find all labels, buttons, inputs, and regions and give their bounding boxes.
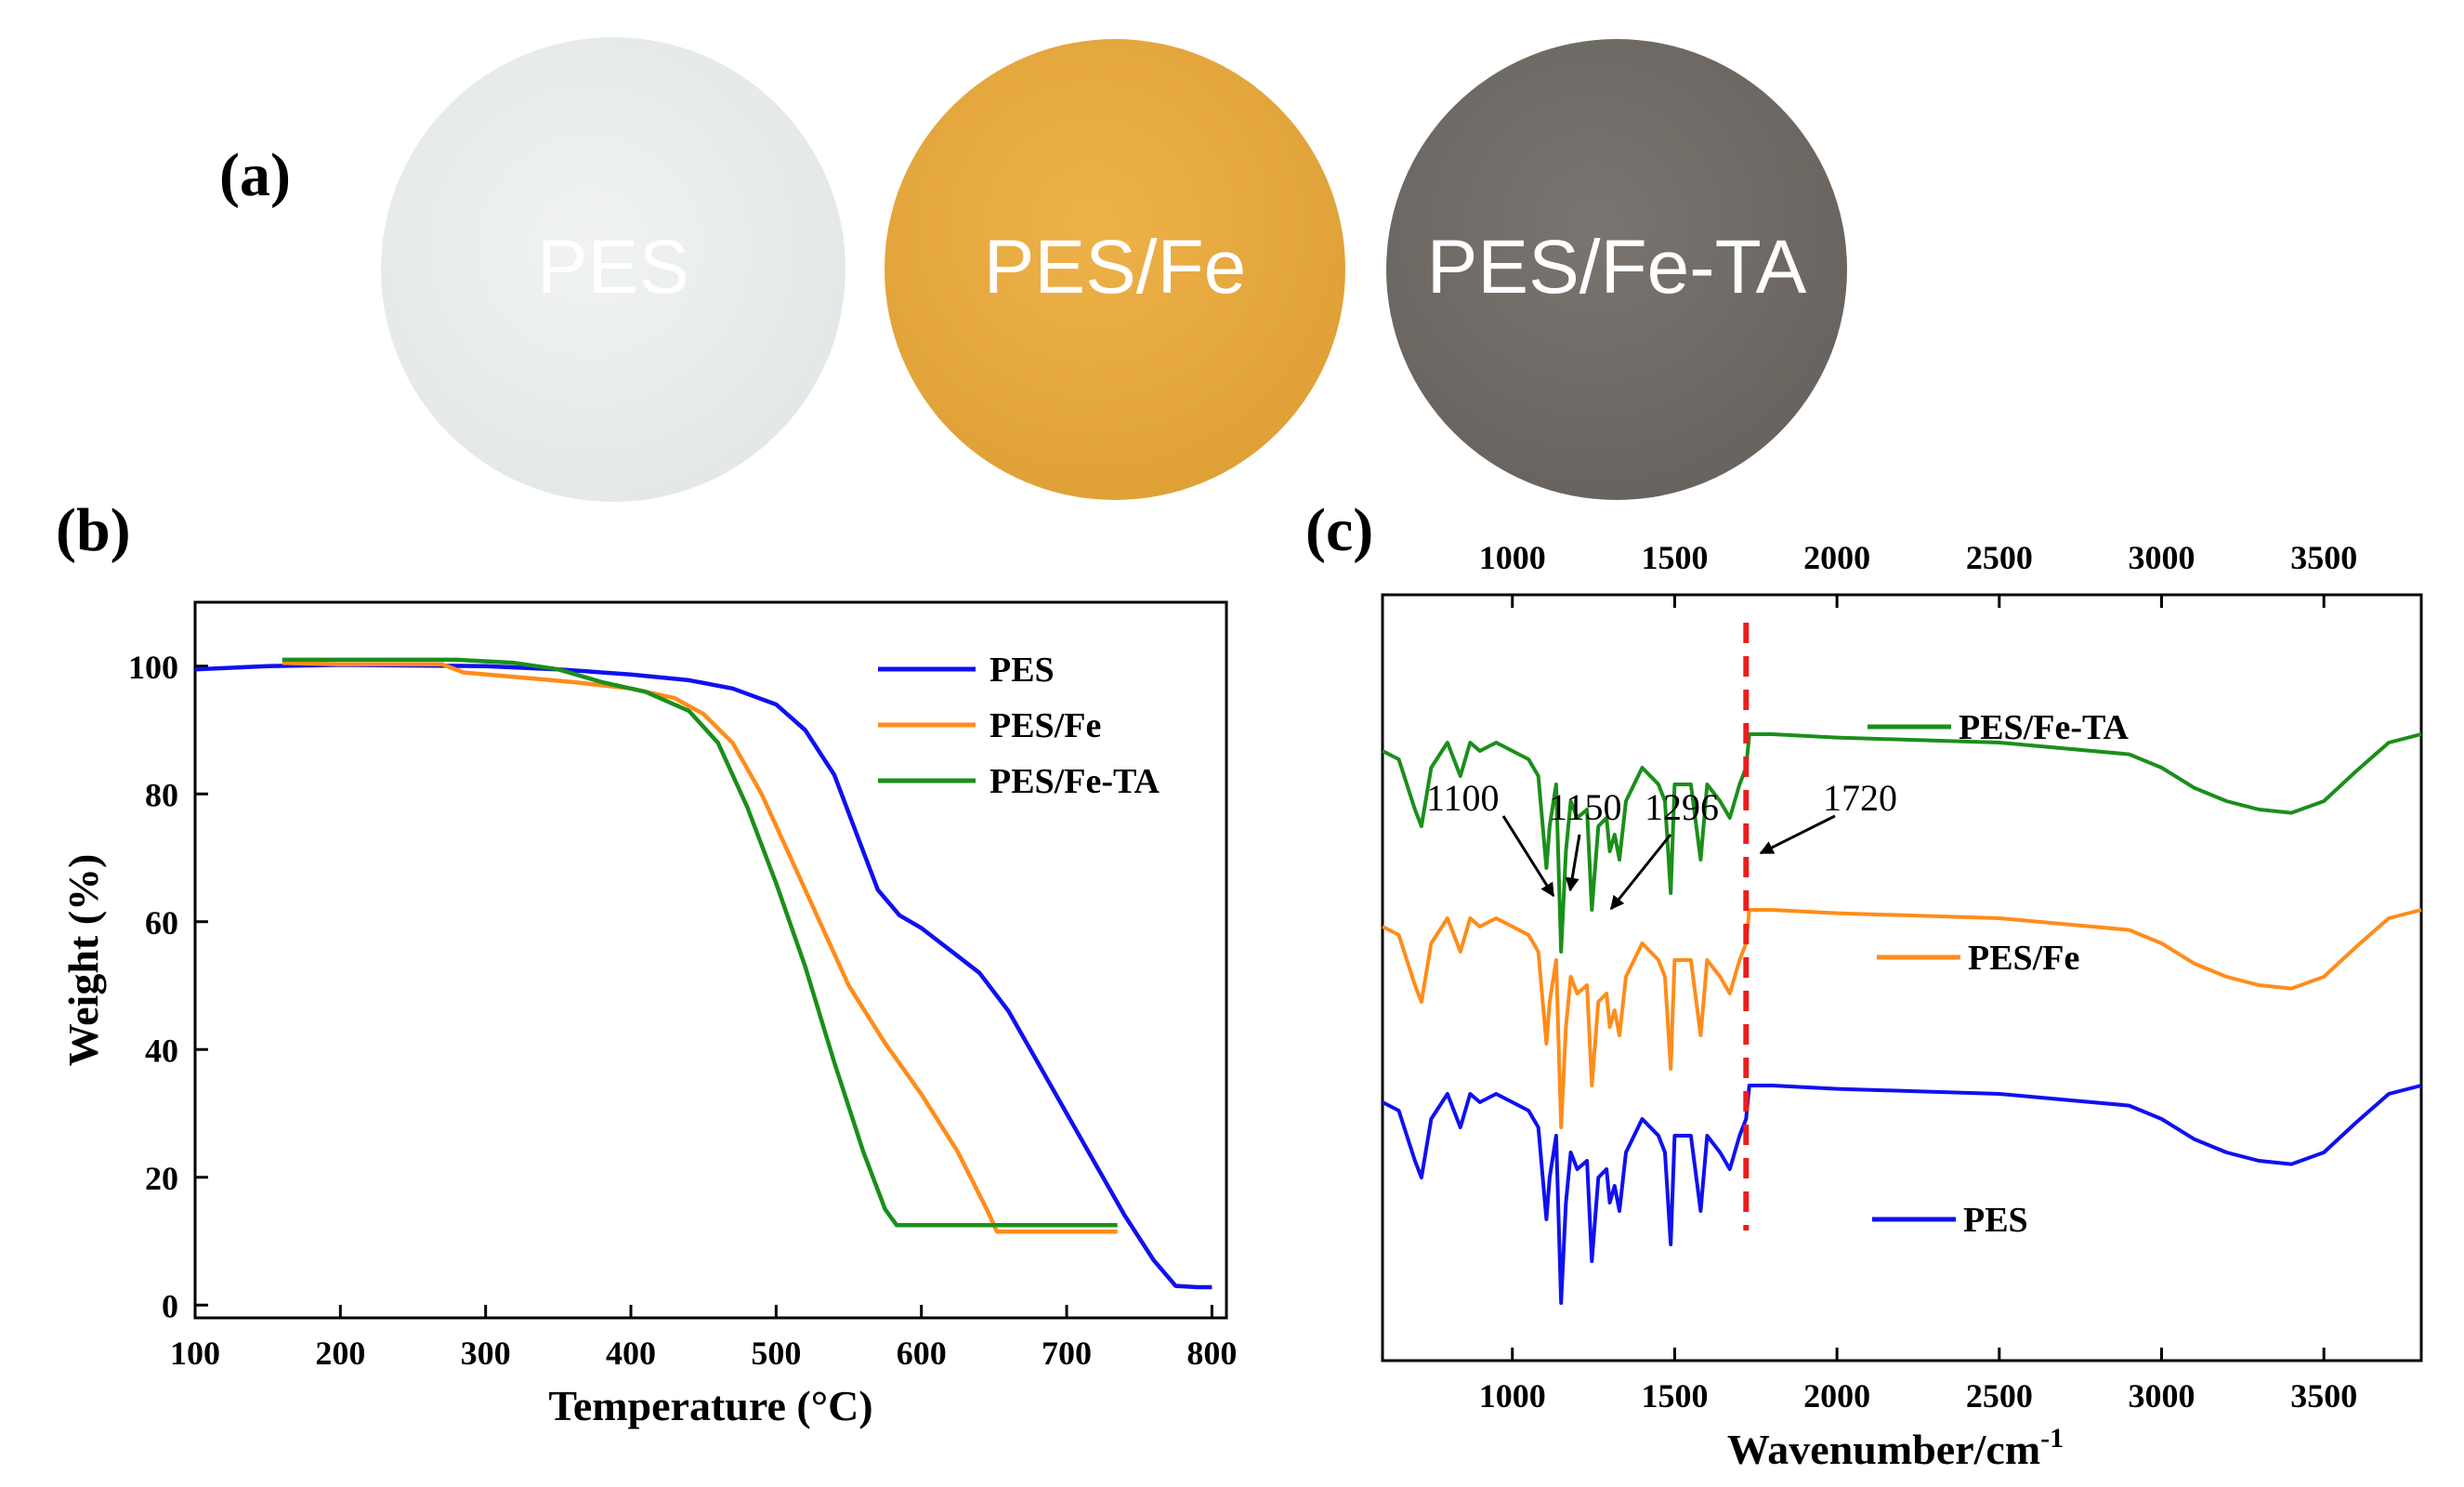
- ftir-top-tick-label: 2500: [1966, 539, 2033, 576]
- sample-pes-label: PES: [537, 225, 689, 309]
- ftir-top-tick-label: 3000: [2129, 539, 2195, 576]
- sample-pes-disc: [381, 37, 845, 502]
- ftir-annotation-label-1150: 1150: [1549, 786, 1622, 828]
- ftir-legend-label-pes-fe: PES/Fe: [1968, 939, 2079, 978]
- ftir-top-tick-label: 3500: [2290, 539, 2357, 576]
- sample-pes-fe-label: PES/Fe: [984, 225, 1247, 309]
- tga-legend-label-pes-fe: PES/Fe: [990, 706, 1101, 745]
- sample-pes-fe-disc: [885, 39, 1345, 500]
- panel-a-label: (a): [219, 141, 291, 209]
- ftir-chart: 1000 1000 1500 1500 2000 2000 2500 2500 3000 3000…: [1381, 539, 2423, 1473]
- ftir-series: [1382, 623, 2422, 1305]
- ftir-x-tick-label: 1000: [1479, 1377, 1546, 1415]
- tga-series-pes-fe-ta: [282, 657, 1118, 1228]
- ftir-x-tick-label: 2000: [1803, 1377, 1870, 1415]
- panel-b-label: (b): [56, 496, 131, 564]
- tga-y-tick-label: 0: [162, 1287, 178, 1324]
- ftir-annotation-label-1296: 1296: [1645, 786, 1719, 828]
- ftir-top-tick-label: 2000: [1803, 539, 1870, 576]
- tga-x-tick-label: 200: [315, 1335, 365, 1372]
- ftir-x-tick-label: 1500: [1641, 1377, 1708, 1415]
- ftir-series-pes-fe-ta: [1382, 732, 2422, 954]
- ftir-x-tick-label: 3000: [2129, 1377, 2195, 1415]
- tga-y-tick-label: 100: [128, 649, 178, 686]
- tga-axes: 100 200 300 400 500 600 700 800 0 20 40 60 80 100: [128, 649, 1237, 1372]
- tga-x-tick-label: 600: [897, 1335, 947, 1372]
- tga-y-tick-label: 60: [145, 904, 178, 941]
- tga-y-tick-label: 20: [145, 1160, 178, 1197]
- ftir-x-tick-label: 3500: [2290, 1377, 2357, 1415]
- tga-y-tick-label: 40: [145, 1032, 178, 1069]
- ftir-annotation-arrow-1296: [1609, 834, 1672, 911]
- ftir-legend-label-pes-fe-ta: PES/Fe-TA: [1959, 708, 2130, 747]
- ftir-annotation-arrow-1720: [1759, 814, 1836, 855]
- tga-x-tick-label: 300: [461, 1335, 511, 1372]
- sample-pes-fe: PES/Fe: [885, 39, 1345, 500]
- tga-legend: PES PES/Fe PES/Fe-TA: [878, 651, 1160, 801]
- tga-x-tick-label: 400: [606, 1335, 656, 1372]
- ftir-plot-frame: [1381, 593, 2423, 1362]
- panel-c-label: (c): [1305, 496, 1373, 564]
- ftir-top-tick-label: 1000: [1479, 539, 1546, 576]
- ftir-top-tick-label: 1500: [1641, 539, 1708, 576]
- ftir-annotation-label-1720: 1720: [1823, 777, 1897, 819]
- sample-pes-fe-ta-label: PES/Fe-TA: [1427, 225, 1807, 309]
- ftir-annotation-label-1100: 1100: [1426, 777, 1500, 819]
- sample-pes-fe-ta: PES/Fe-TA: [1386, 39, 1847, 500]
- sample-pes-fe-ta-disc: [1386, 39, 1847, 500]
- ftir-annotation-arrow-1150: [1565, 834, 1581, 892]
- tga-y-tick-label: 80: [145, 776, 178, 813]
- ftir-x-tick-label: 2500: [1966, 1377, 2033, 1415]
- ftir-x-axis-title-sup: -1: [2040, 1423, 2064, 1454]
- tga-chart: 100 200 300 400 500 600 700 800 0 20 40 60 80 100 PES…: [59, 600, 1237, 1429]
- ftir-series-pes: [1382, 1084, 2422, 1305]
- ftir-x-axis-title-main: Wavenumber/cm: [1727, 1426, 2040, 1473]
- tga-x-tick-label: 800: [1186, 1335, 1237, 1372]
- tga-series: [194, 657, 1212, 1290]
- ftir-legend-label-pes: PES: [1963, 1201, 2028, 1240]
- tga-x-tick-label: 700: [1042, 1335, 1092, 1372]
- ftir-legend: PES/Fe-TA PES/Fe PES: [1868, 708, 2130, 1240]
- tga-x-tick-label: 100: [170, 1335, 220, 1372]
- ftir-annotations: 1100 1150 1296 1720: [1426, 777, 1897, 911]
- tga-legend-label-pes-fe-ta: PES/Fe-TA: [990, 762, 1160, 801]
- tga-series-pes-fe: [282, 661, 1118, 1234]
- tga-x-tick-label: 500: [751, 1335, 801, 1372]
- ftir-series-pes-fe: [1382, 908, 2422, 1129]
- tga-x-axis-title: Temperature (°C): [548, 1382, 872, 1429]
- ftir-axes: 1000 1000 1500 1500 2000 2000 2500 2500 3000 3000…: [1479, 539, 2357, 1415]
- tga-series-pes: [194, 663, 1212, 1290]
- sample-pes: PES: [381, 37, 845, 502]
- tga-legend-label-pes: PES: [990, 651, 1055, 690]
- ftir-annotation-arrow-1100: [1501, 815, 1555, 898]
- tga-y-axis-title: Weight (%): [59, 854, 107, 1067]
- ftir-x-axis-title: Wavenumber/cm-1: [1727, 1423, 2064, 1473]
